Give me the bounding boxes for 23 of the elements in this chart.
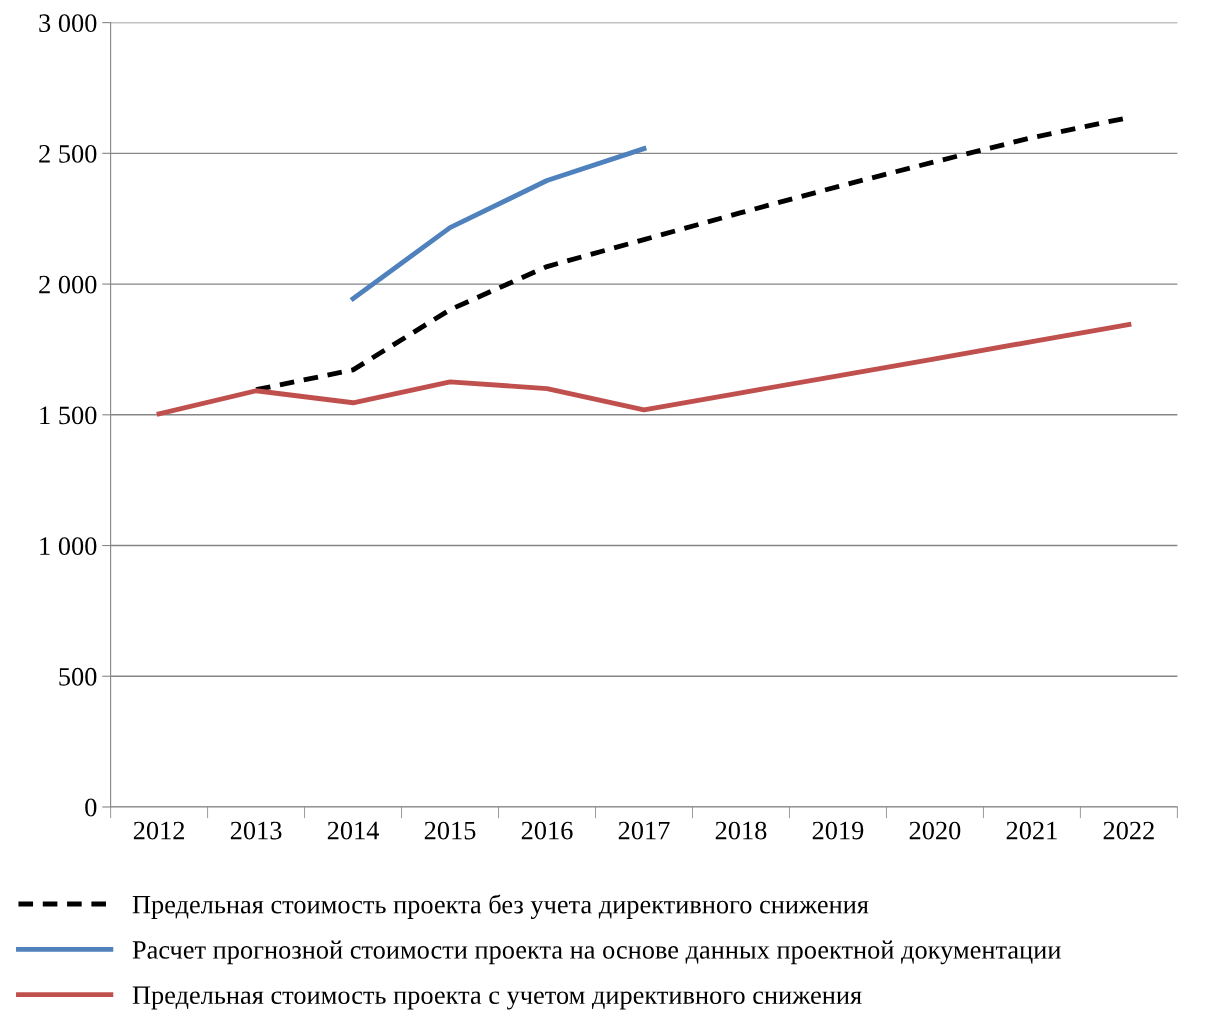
y-tick-label: 500 (59, 667, 97, 686)
x-tick-label: 2017 (618, 821, 670, 840)
x-tick-label: 2022 (1103, 821, 1154, 840)
x-tick-label: 2016 (521, 821, 573, 840)
x-tick-label: 2020 (909, 821, 961, 840)
x-tick-label: 2015 (424, 821, 476, 840)
x-tick-label: 2012 (133, 821, 185, 840)
y-tick-label: 1 000 (40, 537, 97, 555)
x-tick-label: 2013 (230, 821, 282, 840)
legend-label: Предельная стоимость проекта с учетом директивного снижения (132, 986, 862, 1010)
y-tick-label: 0 (85, 798, 97, 817)
y-tick-label: 2 000 (39, 275, 97, 294)
x-tick-label: 2021 (1006, 821, 1057, 840)
y-tick-label: 1 500 (40, 406, 97, 425)
x-tick-label: 2018 (715, 821, 767, 840)
legend-label: Предельная стоимость проекта без учета директивного снижения (132, 894, 869, 919)
x-tick-label: 2014 (327, 821, 380, 840)
legend-label: Расчет прогнозной стоимости проекта на основе данных проектной документации (132, 940, 1061, 965)
line-series (350, 146, 647, 302)
y-tick-label: 3 000 (39, 14, 97, 33)
x-tick-label: 2019 (812, 821, 864, 840)
line-series (156, 322, 1132, 417)
y-tick-label: 2 500 (39, 144, 97, 163)
